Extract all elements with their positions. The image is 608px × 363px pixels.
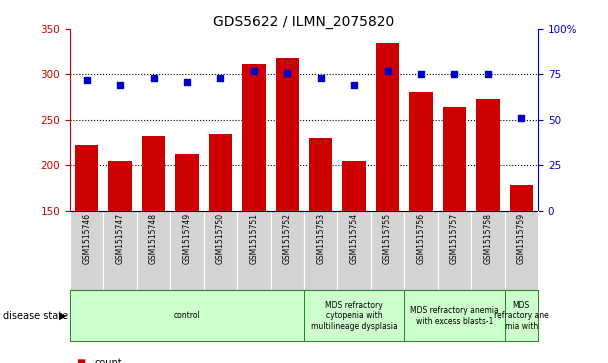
Text: MDS refractory anemia
with excess blasts-1: MDS refractory anemia with excess blasts… — [410, 306, 499, 326]
Text: GSM1515756: GSM1515756 — [416, 213, 426, 264]
Point — [517, 115, 527, 121]
Bar — [70, 211, 103, 290]
Point — [115, 82, 125, 88]
Text: GDS5622 / ILMN_2075820: GDS5622 / ILMN_2075820 — [213, 15, 395, 29]
Bar — [75, 145, 98, 211]
Point — [449, 72, 460, 77]
Text: GSM1515746: GSM1515746 — [82, 213, 91, 264]
Point — [383, 68, 393, 74]
Bar — [271, 211, 304, 290]
Text: MDS
refractory ane
mia with: MDS refractory ane mia with — [494, 301, 549, 331]
Point — [416, 72, 426, 77]
Bar — [137, 211, 170, 290]
Bar — [108, 160, 132, 211]
Bar — [204, 211, 237, 290]
Bar — [275, 58, 299, 211]
Bar — [371, 211, 404, 290]
Point — [148, 75, 158, 81]
Bar — [443, 107, 466, 211]
Bar — [175, 154, 199, 211]
Bar — [471, 211, 505, 290]
Bar — [438, 211, 471, 290]
Bar — [409, 92, 433, 211]
Bar — [103, 211, 137, 290]
Bar — [342, 160, 366, 211]
Bar — [209, 134, 232, 211]
Text: GSM1515755: GSM1515755 — [383, 213, 392, 264]
Point — [316, 75, 326, 81]
Text: ▶: ▶ — [60, 311, 67, 321]
Text: count: count — [94, 358, 122, 363]
Text: GSM1515748: GSM1515748 — [149, 213, 158, 264]
Bar — [309, 138, 333, 211]
Text: disease state: disease state — [3, 311, 68, 321]
Bar — [505, 290, 538, 341]
Text: GSM1515758: GSM1515758 — [483, 213, 492, 264]
Bar — [170, 211, 204, 290]
Text: GSM1515751: GSM1515751 — [249, 213, 258, 264]
Text: MDS refractory
cytopenia with
multilineage dysplasia: MDS refractory cytopenia with multilinea… — [311, 301, 398, 331]
Text: GSM1515754: GSM1515754 — [350, 213, 359, 264]
Bar — [404, 211, 438, 290]
Bar — [70, 290, 304, 341]
Bar — [476, 99, 500, 211]
Bar — [304, 211, 337, 290]
Bar — [237, 211, 271, 290]
Text: control: control — [174, 311, 200, 320]
Bar — [304, 290, 404, 341]
Bar — [337, 211, 371, 290]
Point — [81, 77, 91, 83]
Text: GSM1515757: GSM1515757 — [450, 213, 459, 264]
Text: GSM1515759: GSM1515759 — [517, 213, 526, 264]
Text: GSM1515752: GSM1515752 — [283, 213, 292, 264]
Bar — [376, 43, 399, 211]
Bar — [142, 136, 165, 211]
Point — [249, 68, 259, 74]
Text: GSM1515749: GSM1515749 — [182, 213, 192, 264]
Bar — [404, 290, 505, 341]
Text: GSM1515750: GSM1515750 — [216, 213, 225, 264]
Point — [282, 70, 292, 76]
Point — [215, 75, 225, 81]
Bar — [505, 211, 538, 290]
Bar — [510, 185, 533, 211]
Text: GSM1515753: GSM1515753 — [316, 213, 325, 264]
Point — [483, 72, 493, 77]
Bar — [242, 65, 266, 211]
Point — [349, 82, 359, 88]
Text: ■: ■ — [76, 358, 85, 363]
Text: GSM1515747: GSM1515747 — [116, 213, 125, 264]
Point — [182, 79, 192, 85]
